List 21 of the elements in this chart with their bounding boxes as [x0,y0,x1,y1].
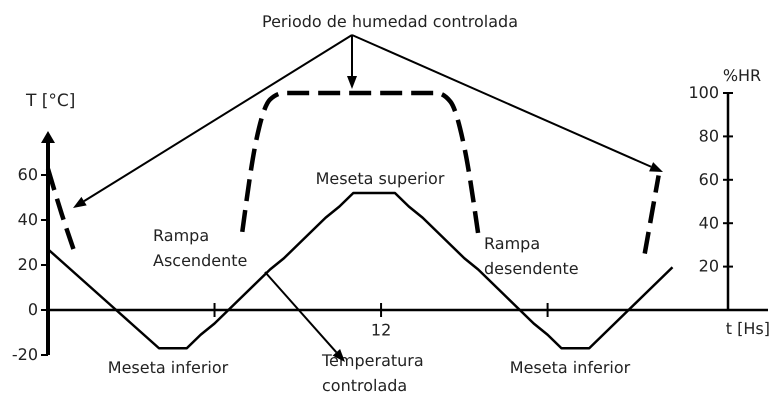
annotation: Temperatura controlada [321,351,424,395]
y2-tick-label: 100 [688,83,719,102]
y2-axis-title: %HR [722,66,762,85]
text: Meseta inferior [108,358,229,377]
y-tick-label: 60 [18,165,38,184]
y-tick-label: 20 [18,255,38,274]
text: Periodo de humedad controlada [262,12,518,31]
x-axis-title: t [Hs] [726,319,770,338]
annotation: Meseta superior [316,169,445,188]
y2-tick-label: 60 [698,170,719,189]
y2-tick-label: 20 [698,256,719,276]
y-axis-title: T [°C] [25,91,76,111]
y2-tick-label: 80 [698,126,719,146]
y-tick-label: -20 [12,345,38,364]
y-tick-label: 40 [18,210,38,230]
y2-tick-label: 40 [698,213,719,232]
annotation: Rampa Ascendente [153,226,248,270]
annotation: Rampa desendente [484,234,579,278]
x-tick-label: 12 [370,320,392,340]
y-tick-label: 0 [28,300,38,320]
text: Meseta inferior [510,358,631,377]
